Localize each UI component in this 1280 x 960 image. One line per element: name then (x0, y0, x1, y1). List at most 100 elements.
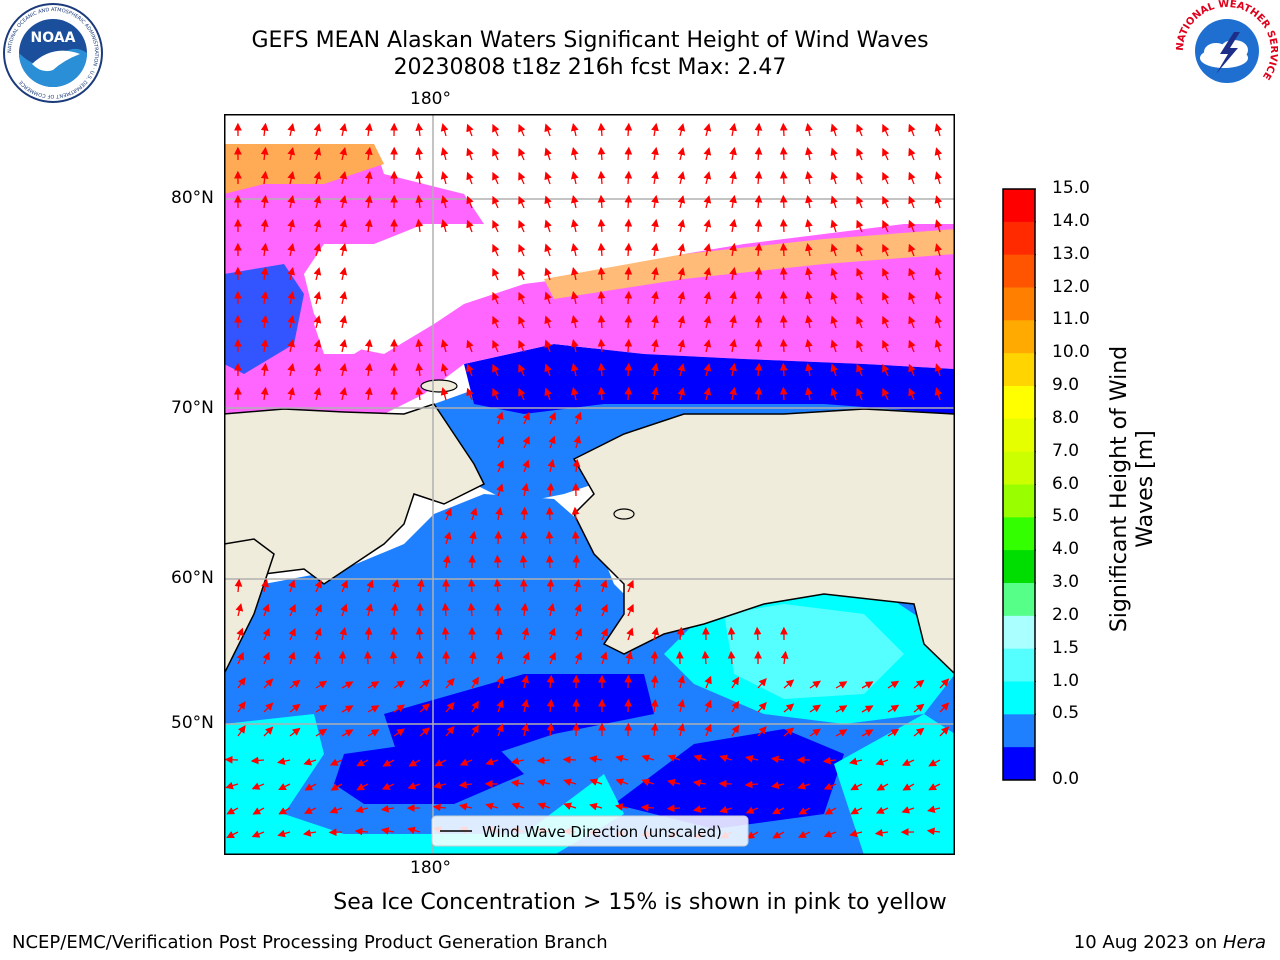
wave-direction-arrow (727, 626, 736, 641)
wave-direction-arrow (469, 530, 477, 545)
wave-direction-arrow (809, 704, 821, 713)
wave-direction-arrow (574, 651, 582, 665)
wave-direction-arrow (339, 219, 348, 233)
wave-direction-arrow (928, 783, 941, 791)
wave-direction-arrow (262, 651, 270, 665)
wave-direction-arrow (850, 807, 863, 815)
wave-direction-arrow (492, 147, 500, 161)
wave-direction-arrow (783, 679, 795, 689)
wave-direction-arrow (754, 146, 763, 161)
wave-direction-arrow (703, 339, 712, 353)
wave-direction-arrow (729, 194, 737, 209)
wave-direction-arrow (338, 650, 347, 665)
wave-direction-arrow (545, 554, 554, 569)
wave-direction-arrow (927, 805, 941, 814)
lat-label-80: 80°N (171, 188, 214, 208)
wave-direction-arrow (262, 603, 270, 617)
wave-direction-arrow (287, 363, 296, 377)
wave-direction-arrow (314, 579, 322, 593)
wave-direction-arrow (260, 170, 269, 185)
wave-direction-arrow (570, 387, 579, 401)
wave-direction-arrow (341, 705, 354, 713)
lon-label-bottom: 180° (410, 858, 451, 878)
wave-direction-arrow (600, 579, 608, 593)
wave-direction-arrow (441, 626, 450, 641)
wave-direction-arrow (624, 194, 633, 209)
wave-direction-arrow (640, 803, 655, 812)
wave-direction-arrow (520, 602, 529, 617)
wave-direction-arrow (260, 266, 269, 281)
wave-direction-arrow (779, 170, 788, 185)
wave-direction-arrow (624, 146, 633, 161)
wave-direction-arrow (367, 681, 380, 689)
wave-direction-arrow (830, 243, 838, 257)
wave-direction-arrow (445, 677, 455, 689)
wave-direction-arrow (339, 123, 348, 137)
wave-direction-arrow (830, 363, 838, 377)
wave-direction-arrow (544, 123, 552, 137)
wave-direction-arrow (434, 759, 447, 767)
wave-direction-arrow (493, 554, 502, 569)
wave-direction-arrow (237, 677, 246, 689)
wave-direction-arrow (754, 338, 763, 353)
wave-direction-arrow (466, 171, 474, 185)
colorbar-tick-label: 2.0 (1052, 604, 1080, 625)
wave-direction-arrow (314, 603, 322, 617)
colorbar-segment (1003, 254, 1035, 288)
wave-direction-arrow (415, 218, 424, 233)
wave-direction-arrow (856, 267, 864, 281)
wave-direction-arrow (570, 243, 579, 257)
map-panel: Wind Wave Direction (unscaled) (224, 114, 955, 855)
wave-direction-arrow (651, 338, 659, 353)
wave-direction-arrow (934, 123, 943, 137)
pacific-calm-zone-east (614, 729, 844, 829)
wave-direction-arrow (441, 602, 450, 617)
colorbar-segment (1003, 221, 1035, 256)
wave-direction-arrow (650, 674, 659, 689)
colorbar-segment (1003, 681, 1035, 715)
wave-direction-arrow (548, 651, 556, 665)
wave-direction-arrow (597, 386, 606, 401)
wave-direction-arrow (651, 122, 659, 137)
wave-direction-arrow (570, 219, 579, 233)
wave-direction-arrow (692, 779, 707, 788)
wave-direction-arrow (415, 146, 424, 161)
wave-direction-arrow (546, 674, 555, 689)
wave-direction-arrow (287, 147, 296, 161)
lon-label-top: 180° (410, 89, 451, 109)
wave-direction-arrow (466, 363, 474, 377)
wave-direction-arrow (445, 701, 455, 713)
wave-direction-arrow (287, 339, 296, 353)
wave-direction-arrow (805, 146, 813, 161)
wrangel-island (420, 379, 458, 393)
wave-direction-arrow (861, 681, 874, 689)
wave-direction-arrow (875, 806, 889, 814)
wave-direction-arrow (536, 756, 551, 765)
wave-direction-arrow (729, 362, 737, 377)
wave-direction-arrow (518, 243, 526, 257)
wave-direction-arrow (908, 171, 916, 185)
wave-direction-arrow (797, 782, 811, 790)
wave-direction-arrow (882, 315, 890, 329)
colorbar-segment (1003, 386, 1035, 420)
wave-direction-arrow (518, 315, 526, 329)
wave-direction-arrow (518, 171, 526, 185)
colorbar-tick-label: 8.0 (1052, 407, 1080, 428)
wave-direction-arrow (440, 339, 449, 353)
footer-right: 10 Aug 2023 on Hera (1074, 932, 1266, 953)
wave-direction-arrow (823, 830, 837, 838)
wave-direction-arrow (830, 147, 838, 161)
map-frame (224, 114, 955, 855)
wave-direction-arrow (468, 650, 477, 665)
wave-direction-arrow (225, 755, 239, 764)
wave-direction-arrow (856, 195, 864, 209)
wave-direction-arrow (382, 759, 395, 767)
wave-direction-arrow (440, 195, 449, 209)
wave-direction-arrow (225, 781, 239, 790)
wave-direction-arrow (666, 804, 681, 813)
wave-direction-arrow (236, 651, 244, 665)
wave-direction-arrow (597, 170, 606, 185)
wave-direction-arrow (651, 194, 659, 209)
wave-direction-arrow (570, 267, 579, 281)
wave-direction-arrow (415, 386, 424, 401)
